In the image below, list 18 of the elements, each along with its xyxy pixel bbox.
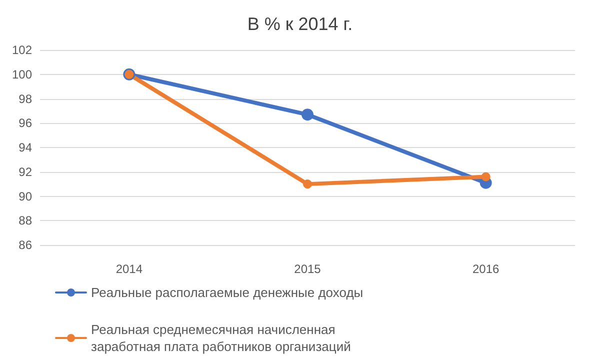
y-tick-label: 102 <box>12 43 32 57</box>
y-tick-label: 90 <box>18 189 32 204</box>
y-tick-label: 96 <box>18 116 32 130</box>
y-tick-label: 92 <box>18 164 32 179</box>
chart-title: В % к 2014 г. <box>247 14 353 34</box>
legend-label: Реальные располагаемые денежные доходы <box>91 285 364 300</box>
legend-label: Реальная среднемесячная начисленная заработная плата работников организаций <box>91 322 351 354</box>
y-tick-label: 94 <box>18 140 32 154</box>
y-tick-label: 88 <box>18 214 32 228</box>
point <box>481 172 490 182</box>
point <box>302 108 314 121</box>
x-tick-label: 2015 <box>294 262 322 276</box>
point <box>303 180 312 189</box>
y-tick-label: 86 <box>18 238 32 252</box>
y-tick-label: 100 <box>12 67 32 82</box>
x-tick-label: 2014 <box>116 262 143 276</box>
x-tick-label: 2016 <box>472 262 500 276</box>
y-tick-label: 98 <box>18 92 32 106</box>
